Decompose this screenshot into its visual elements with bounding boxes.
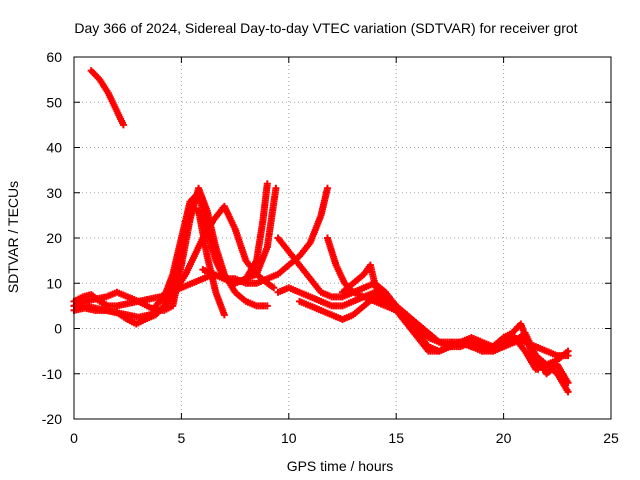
chart-title: Day 366 of 2024, Sidereal Day-to-day VTE… [74,20,577,36]
y-tick-label: -20 [42,411,62,427]
y-tick-label: 40 [46,140,62,156]
y-tick-label: 60 [46,49,62,65]
series-track-m [478,320,542,373]
y-tick-label: 0 [54,321,62,337]
series-track-a [87,67,127,129]
data-point [263,302,271,310]
x-tick-label: 10 [281,430,297,446]
data-point [564,388,572,396]
data-point [270,284,278,292]
y-tick-label: 30 [46,185,62,201]
axis-ticks: 0 5 10 15 20 25 -20 -10 0 10 20 30 40 50 60 [42,49,619,446]
x-tick-label: 25 [603,430,619,446]
x-tick-label: 15 [388,430,404,446]
data-point [377,297,385,305]
data-point [220,311,228,319]
data-point [534,365,542,373]
x-tick-label: 20 [496,430,512,446]
data-point [119,121,127,129]
data-point [323,184,331,192]
y-axis-label: SDTVAR / TECUs [5,181,21,293]
y-tick-label: 10 [46,275,62,291]
series-track-g [199,184,331,287]
data-point [564,347,572,355]
series-track-f [152,184,280,310]
y-tick-label: 50 [46,94,62,110]
y-tick-label: 20 [46,230,62,246]
data-point [564,379,572,387]
series-track-l [339,261,385,305]
data-point [263,180,271,188]
y-tick-label: -10 [42,366,62,382]
data-point [272,184,280,192]
data-series [70,67,572,396]
x-axis-label: GPS time / hours [287,458,394,474]
x-tick-label: 0 [70,430,78,446]
x-tick-label: 5 [178,430,186,446]
